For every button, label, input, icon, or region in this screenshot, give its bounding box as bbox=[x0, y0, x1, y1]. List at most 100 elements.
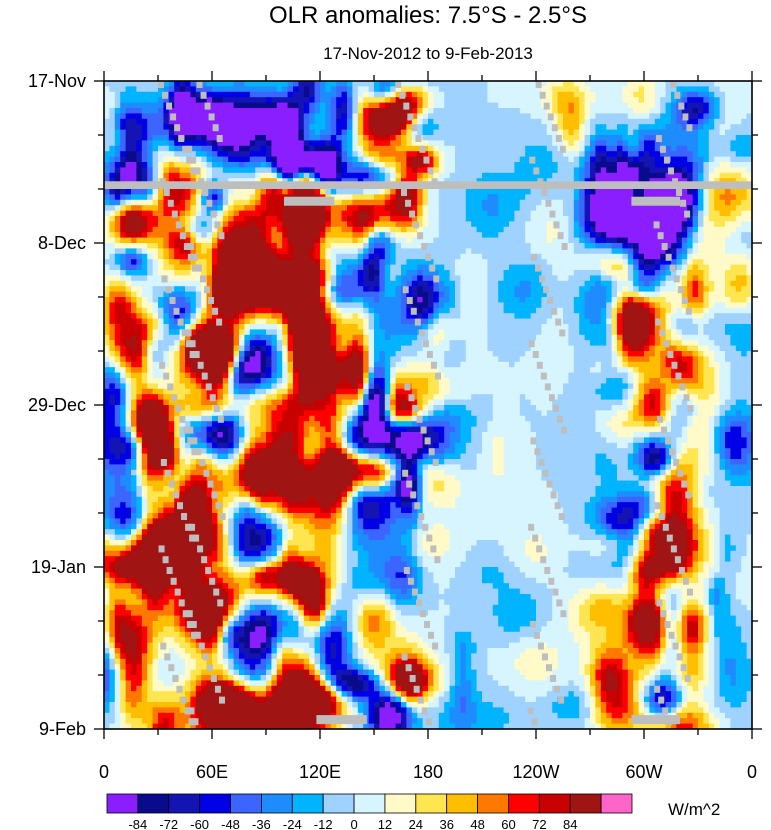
field-cell bbox=[179, 113, 186, 120]
field-cell bbox=[525, 237, 532, 244]
field-cell bbox=[212, 91, 218, 98]
field-cell bbox=[255, 194, 262, 201]
field-cell bbox=[530, 216, 537, 222]
field-cell bbox=[395, 189, 402, 195]
field-cell bbox=[158, 86, 164, 93]
field-cell bbox=[271, 243, 278, 249]
field-cell bbox=[190, 280, 197, 287]
field-cell bbox=[260, 102, 267, 109]
field-cell bbox=[460, 264, 467, 271]
field-cell bbox=[433, 140, 440, 147]
field-cell bbox=[746, 232, 752, 239]
field-cell bbox=[125, 97, 132, 104]
field-cell bbox=[698, 270, 704, 276]
field-cell bbox=[681, 124, 688, 131]
field-cell bbox=[168, 178, 175, 185]
field-cell bbox=[325, 291, 332, 298]
field-cell bbox=[433, 145, 440, 152]
field-cell bbox=[563, 253, 569, 260]
field-cell bbox=[395, 216, 402, 222]
field-cell bbox=[195, 151, 202, 158]
field-cell bbox=[363, 91, 370, 98]
field-cell bbox=[325, 243, 332, 249]
field-cell bbox=[654, 172, 661, 179]
field-cell bbox=[708, 221, 715, 228]
field-cell bbox=[217, 189, 224, 195]
field-cell bbox=[212, 102, 218, 109]
field-cell bbox=[671, 270, 677, 276]
field-cell bbox=[725, 108, 731, 114]
field-cell bbox=[487, 151, 494, 158]
field-cell bbox=[222, 124, 229, 131]
field-cell bbox=[725, 81, 731, 87]
field-cell bbox=[282, 302, 289, 309]
field-cell bbox=[471, 81, 478, 87]
field-cell bbox=[217, 243, 224, 249]
field-cell bbox=[665, 102, 672, 109]
field-cell bbox=[649, 124, 656, 131]
field-cell bbox=[557, 124, 564, 131]
field-cell bbox=[374, 156, 380, 163]
field-cell bbox=[195, 302, 202, 309]
field-cell bbox=[379, 253, 386, 260]
field-cell bbox=[498, 156, 505, 163]
field-cell bbox=[714, 221, 721, 228]
field-cell bbox=[287, 221, 294, 228]
field-cell bbox=[541, 226, 548, 233]
field-cell bbox=[579, 172, 586, 179]
field-cell bbox=[212, 86, 218, 93]
field-cell bbox=[622, 151, 629, 158]
field-cell bbox=[622, 264, 629, 271]
field-cell bbox=[503, 178, 510, 185]
field-cell bbox=[271, 140, 278, 147]
field-cell bbox=[266, 280, 272, 287]
field-cell bbox=[347, 253, 353, 260]
field-cell bbox=[206, 226, 213, 233]
field-cell bbox=[595, 259, 602, 266]
field-cell bbox=[455, 189, 461, 195]
field-cell bbox=[104, 210, 110, 217]
field-cell bbox=[590, 259, 596, 266]
field-cell bbox=[611, 118, 618, 125]
field-cell bbox=[131, 129, 137, 136]
field-cell bbox=[719, 178, 726, 185]
field-cell bbox=[428, 210, 434, 217]
field-cell bbox=[217, 97, 224, 104]
field-cell bbox=[314, 275, 321, 282]
field-cell bbox=[406, 97, 413, 104]
field-cell bbox=[336, 129, 343, 136]
field-cell bbox=[449, 118, 456, 125]
field-cell bbox=[239, 156, 245, 163]
field-cell bbox=[195, 118, 202, 125]
field-cell bbox=[708, 237, 715, 244]
field-cell bbox=[633, 291, 640, 298]
field-cell bbox=[222, 102, 229, 109]
field-cell bbox=[374, 97, 380, 104]
field-cell bbox=[509, 86, 515, 93]
field-cell bbox=[725, 189, 731, 195]
field-cell bbox=[498, 199, 505, 206]
field-cell bbox=[114, 194, 121, 201]
field-cell bbox=[422, 124, 429, 131]
field-cell bbox=[390, 124, 397, 131]
field-cell bbox=[341, 232, 348, 239]
field-cell bbox=[179, 102, 186, 109]
field-cell bbox=[206, 145, 213, 152]
field-cell bbox=[201, 199, 208, 206]
field-cell bbox=[174, 264, 181, 271]
field-cell bbox=[217, 297, 224, 303]
field-cell bbox=[698, 118, 704, 125]
field-cell bbox=[104, 135, 110, 141]
field-cell bbox=[633, 280, 640, 287]
field-cell bbox=[120, 221, 127, 228]
field-cell bbox=[676, 162, 683, 168]
field-cell bbox=[390, 129, 397, 136]
field-cell bbox=[136, 248, 143, 255]
field-cell bbox=[422, 97, 429, 104]
field-cell bbox=[514, 113, 521, 120]
field-cell bbox=[336, 205, 343, 212]
field-cell bbox=[460, 259, 467, 266]
field-cell bbox=[428, 270, 434, 276]
field-cell bbox=[136, 178, 143, 185]
field-cell bbox=[314, 167, 321, 174]
